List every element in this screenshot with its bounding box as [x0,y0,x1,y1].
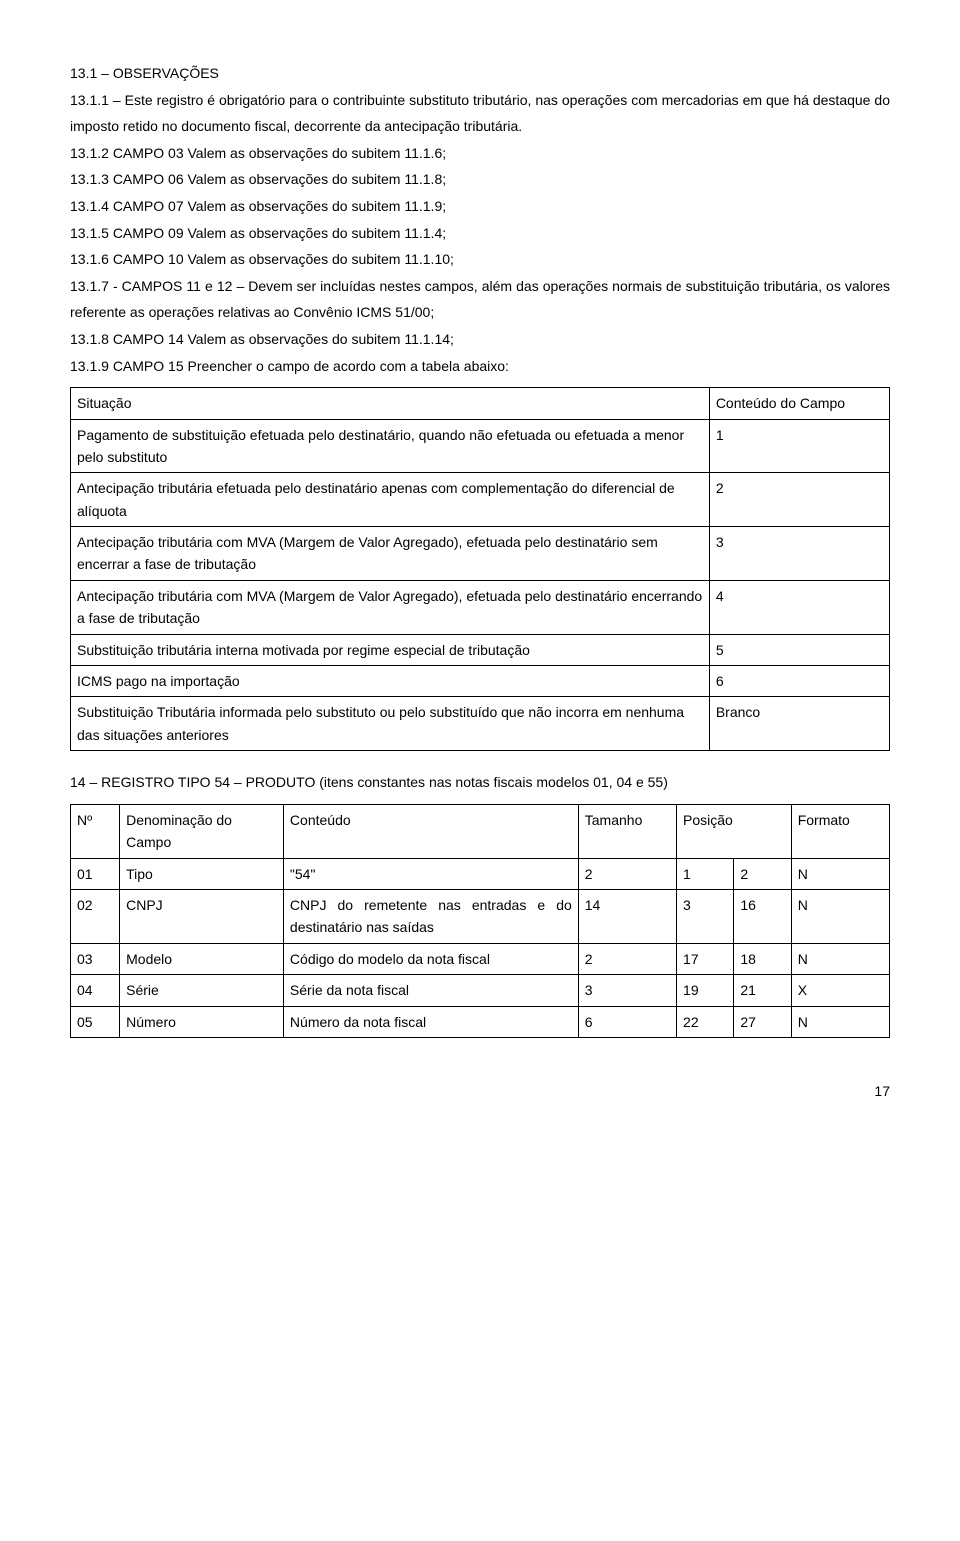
cell-conteudo: Número da nota fiscal [283,1006,578,1037]
header-formato: Formato [791,804,889,858]
cell-formato: N [791,1006,889,1037]
cell-valor: Branco [709,697,889,751]
cell-formato: N [791,889,889,943]
table-row: 02 CNPJ CNPJ do remetente nas entradas e… [71,889,890,943]
cell-tamanho: 3 [578,975,676,1006]
header-conteudo: Conteúdo do Campo [709,388,889,419]
table-row: 04 Série Série da nota fiscal 3 19 21 X [71,975,890,1006]
registro54-table: Nº Denominação do Campo Conteúdo Tamanho… [70,804,890,1038]
table-row: ICMS pago na importação 6 [71,666,890,697]
header-num: Nº [71,804,120,858]
situacao-table: Situação Conteúdo do Campo Pagamento de … [70,387,890,751]
cell-num: 04 [71,975,120,1006]
cell-denom: Modelo [120,943,284,974]
cell-tamanho: 14 [578,889,676,943]
cell-pos2: 18 [734,943,791,974]
obs-line-8: 13.1.9 CAMPO 15 Preencher o campo de aco… [70,353,890,380]
cell-pos1: 22 [677,1006,734,1037]
cell-conteudo: Série da nota fiscal [283,975,578,1006]
cell-pos2: 16 [734,889,791,943]
obs-line-6: 13.1.7 - CAMPOS 11 e 12 – Devem ser incl… [70,273,890,326]
page-number: 17 [70,1078,890,1105]
cell-num: 02 [71,889,120,943]
cell-formato: N [791,858,889,889]
header-posicao: Posição [677,804,792,858]
cell-denom: CNPJ [120,889,284,943]
cell-denom: Número [120,1006,284,1037]
cell-valor: 2 [709,473,889,527]
header-denom: Denominação do Campo [120,804,284,858]
cell-situacao: Substituição Tributária informada pelo s… [71,697,710,751]
table-row: Nº Denominação do Campo Conteúdo Tamanho… [71,804,890,858]
obs-line-3: 13.1.4 CAMPO 07 Valem as observações do … [70,193,890,220]
cell-situacao: Substituição tributária interna motivada… [71,634,710,665]
cell-conteudo: CNPJ do remetente nas entradas e do dest… [283,889,578,943]
cell-situacao: Pagamento de substituição efetuada pelo … [71,419,710,473]
table-row: Antecipação tributária com MVA (Margem d… [71,580,890,634]
cell-pos1: 17 [677,943,734,974]
cell-num: 01 [71,858,120,889]
cell-situacao: Antecipação tributária efetuada pelo des… [71,473,710,527]
cell-pos1: 3 [677,889,734,943]
table-row: 03 Modelo Código do modelo da nota fisca… [71,943,890,974]
cell-situacao: ICMS pago na importação [71,666,710,697]
header-situacao: Situação [71,388,710,419]
cell-pos1: 1 [677,858,734,889]
cell-pos2: 2 [734,858,791,889]
cell-valor: 6 [709,666,889,697]
cell-denom: Tipo [120,858,284,889]
cell-situacao: Antecipação tributária com MVA (Margem d… [71,580,710,634]
header-conteudo: Conteúdo [283,804,578,858]
table-row: 05 Número Número da nota fiscal 6 22 27 … [71,1006,890,1037]
cell-pos1: 19 [677,975,734,1006]
cell-formato: X [791,975,889,1006]
cell-conteudo: "54" [283,858,578,889]
cell-tamanho: 2 [578,858,676,889]
obs-line-1: 13.1.2 CAMPO 03 Valem as observações do … [70,140,890,167]
cell-pos2: 21 [734,975,791,1006]
obs-line-4: 13.1.5 CAMPO 09 Valem as observações do … [70,220,890,247]
cell-tamanho: 6 [578,1006,676,1037]
cell-formato: N [791,943,889,974]
cell-pos2: 27 [734,1006,791,1037]
table-row: Antecipação tributária efetuada pelo des… [71,473,890,527]
cell-situacao: Antecipação tributária com MVA (Margem d… [71,527,710,581]
cell-denom: Série [120,975,284,1006]
cell-conteudo: Código do modelo da nota fiscal [283,943,578,974]
obs-line-2: 13.1.3 CAMPO 06 Valem as observações do … [70,166,890,193]
table-row: Pagamento de substituição efetuada pelo … [71,419,890,473]
table-row: 01 Tipo "54" 2 1 2 N [71,858,890,889]
cell-valor: 3 [709,527,889,581]
cell-tamanho: 2 [578,943,676,974]
cell-num: 03 [71,943,120,974]
registro54-heading: 14 – REGISTRO TIPO 54 – PRODUTO (itens c… [70,769,890,796]
cell-valor: 5 [709,634,889,665]
header-tamanho: Tamanho [578,804,676,858]
cell-num: 05 [71,1006,120,1037]
obs-line-0: 13.1.1 – Este registro é obrigatório par… [70,87,890,140]
obs-heading: 13.1 – OBSERVAÇÕES [70,60,890,87]
obs-line-5: 13.1.6 CAMPO 10 Valem as observações do … [70,246,890,273]
table-row: Substituição Tributária informada pelo s… [71,697,890,751]
cell-valor: 1 [709,419,889,473]
cell-valor: 4 [709,580,889,634]
obs-line-7: 13.1.8 CAMPO 14 Valem as observações do … [70,326,890,353]
table-row: Antecipação tributária com MVA (Margem d… [71,527,890,581]
table-row: Substituição tributária interna motivada… [71,634,890,665]
table-row: Situação Conteúdo do Campo [71,388,890,419]
